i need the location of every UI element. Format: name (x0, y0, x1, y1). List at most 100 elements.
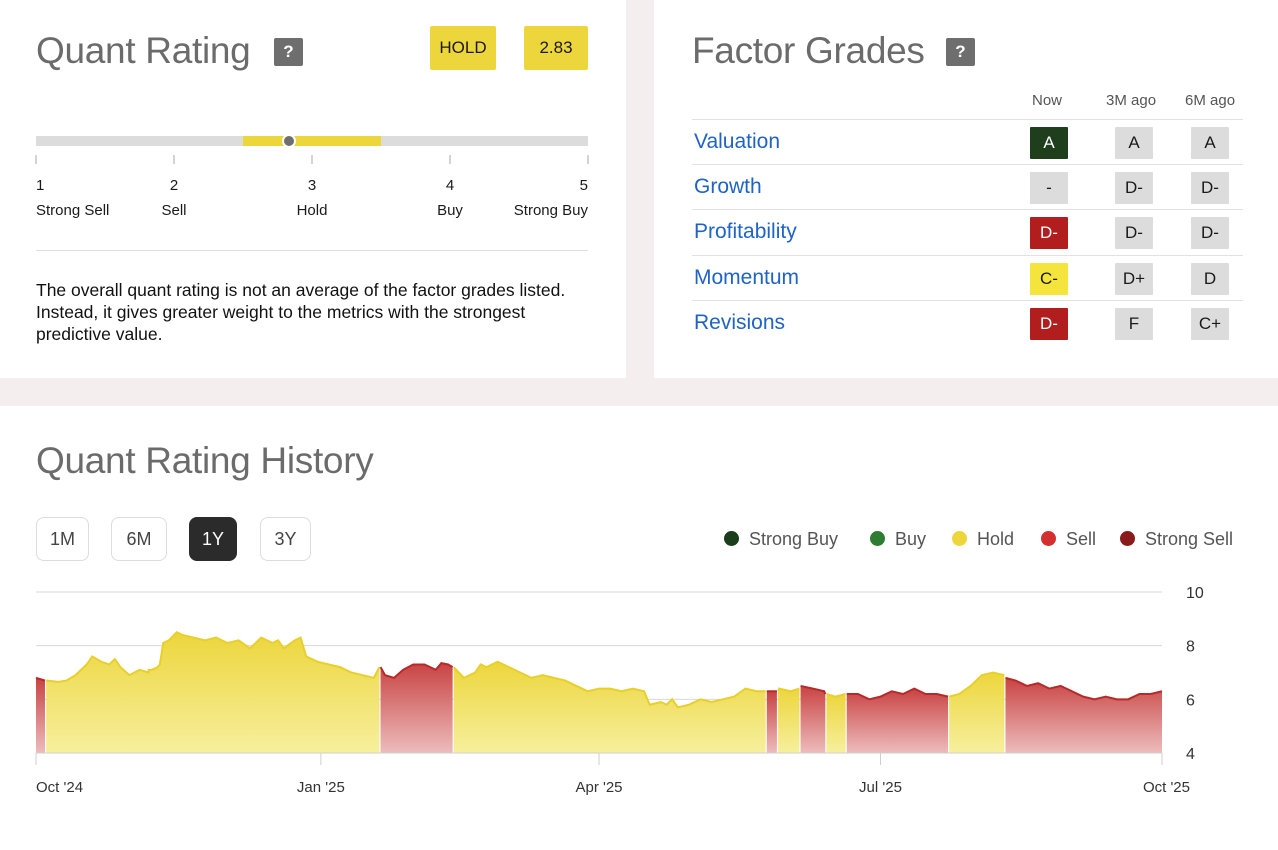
factor-grades-title: Factor Grades (692, 30, 925, 71)
scale-tick (311, 155, 313, 164)
scale-tick (173, 155, 175, 164)
history-title: Quant Rating History (36, 440, 374, 481)
sell-area (380, 663, 453, 753)
factor-row: Momentum C- D+ D (692, 254, 1243, 300)
legend-label: Sell (1066, 529, 1097, 549)
scale-number: 3 (307, 177, 317, 194)
grade-3m-ago: D- (1115, 217, 1153, 250)
rating-hold-band (243, 136, 381, 146)
quant-rating-help-icon[interactable]: ? (274, 38, 303, 66)
grade-3m-ago: D- (1115, 172, 1153, 205)
y-tick-label: 4 (1186, 746, 1195, 763)
legend-label: Strong Buy (749, 529, 839, 549)
column-3m-ago: 3M ago (1106, 92, 1157, 109)
legend-label: Strong Sell (1145, 529, 1234, 549)
factor-name-link[interactable]: Profitability (694, 220, 797, 244)
legend-label: Buy (895, 529, 927, 549)
grade-now: D- (1030, 307, 1068, 340)
quant-rating-title: Quant Rating (36, 30, 251, 71)
scale-label: Hold (296, 202, 328, 219)
factor-row: Valuation A A A (692, 119, 1243, 164)
grade-now: D- (1030, 217, 1068, 250)
hold-area (46, 632, 380, 753)
x-tick-label: Oct '25 (1143, 779, 1190, 796)
legend-dot-icon (724, 531, 739, 546)
sell-line (1005, 676, 1163, 701)
grade-3m-ago: A (1115, 127, 1153, 159)
hold-line (826, 693, 846, 698)
factor-grades-help-icon[interactable]: ? (946, 38, 975, 66)
legend-hold[interactable]: Hold (952, 529, 1014, 550)
x-tick-label: Apr '25 (575, 779, 622, 796)
sell-line (379, 662, 454, 679)
grade-3m-ago: D+ (1115, 262, 1153, 295)
factor-row: Revisions D- F C+ (692, 299, 1243, 345)
factor-name-link[interactable]: Valuation (694, 130, 781, 153)
scale-number: 1 (36, 177, 45, 194)
sell-line (846, 687, 949, 701)
factor-name-link[interactable]: Growth (694, 175, 762, 199)
quant-rating-panel: Quant Rating ? HOLD 2.83 1 Strong Sell 2 Se… (0, 0, 626, 378)
scale-label: Strong Sell (36, 202, 110, 219)
grade-6m-ago: D- (1191, 172, 1229, 205)
factor-name-link[interactable]: Momentum (694, 265, 800, 289)
legend-dot-icon (1041, 531, 1056, 546)
sell-area (766, 691, 777, 753)
hold-line (46, 631, 381, 683)
range-1y-button[interactable]: 1Y (189, 517, 237, 561)
hold-area (778, 688, 800, 753)
sell-line (35, 676, 46, 682)
hold-area (453, 661, 766, 753)
hold-area (949, 672, 1005, 753)
sell-area (1005, 677, 1162, 753)
range-1m-button[interactable]: 1M (36, 517, 89, 561)
rating-history-chart: 10 8 6 4 Oct '24 Jan '25 Apr '25 Jul '25 Oct '25 (35, 585, 1204, 796)
legend-dot-icon (1120, 531, 1135, 546)
x-tick-label: Jul '25 (859, 779, 902, 796)
hold-area (826, 693, 846, 753)
divider (36, 250, 588, 251)
scale-tick (35, 155, 37, 164)
y-tick-label: 6 (1186, 692, 1195, 709)
grade-6m-ago: D (1191, 262, 1229, 295)
legend-sell[interactable]: Sell (1041, 529, 1096, 550)
hold-line (777, 687, 800, 693)
rating-scale-track (36, 134, 588, 148)
legend-strong-sell[interactable]: Strong Sell (1120, 529, 1233, 550)
sell-line (800, 684, 827, 695)
factor-row: Growth - D- D- (692, 164, 1243, 209)
legend-label: Hold (977, 529, 1015, 549)
range-3y-button[interactable]: 3Y (260, 517, 311, 561)
scale-number: 4 (445, 177, 455, 194)
rating-label-badge: HOLD (430, 26, 496, 70)
x-tick-label: Oct '24 (36, 779, 83, 796)
grade-6m-ago: A (1191, 127, 1229, 159)
column-6m-ago: 6M ago (1185, 92, 1236, 109)
factor-name-link[interactable]: Revisions (694, 310, 786, 334)
scale-tick (587, 155, 589, 164)
sell-area (846, 688, 949, 753)
grade-now: A (1030, 127, 1068, 159)
legend-strong-buy[interactable]: Strong Buy (724, 529, 838, 550)
rating-marker (281, 134, 296, 148)
legend-dot-icon (952, 531, 967, 546)
hold-line (453, 660, 766, 709)
y-tick-label: 10 (1186, 585, 1204, 602)
scale-label: Sell (161, 202, 187, 219)
grade-now: C- (1030, 262, 1068, 295)
sell-area (800, 685, 826, 753)
grade-6m-ago: C+ (1191, 307, 1229, 340)
x-tick-label: Jan '25 (297, 779, 345, 796)
range-6m-button[interactable]: 6M (111, 517, 167, 561)
sell-area (36, 677, 46, 753)
grade-now: - (1030, 172, 1068, 205)
scale-number: 5 (579, 177, 588, 194)
scale-label: Buy (437, 202, 463, 219)
rating-score-badge: 2.83 (524, 26, 588, 70)
hold-line (948, 671, 1005, 698)
grade-6m-ago: D- (1191, 217, 1229, 250)
grade-3m-ago: F (1115, 307, 1153, 340)
legend-buy[interactable]: Buy (870, 529, 926, 550)
scale-label: Strong Buy (513, 202, 588, 219)
y-tick-label: 8 (1186, 639, 1195, 656)
